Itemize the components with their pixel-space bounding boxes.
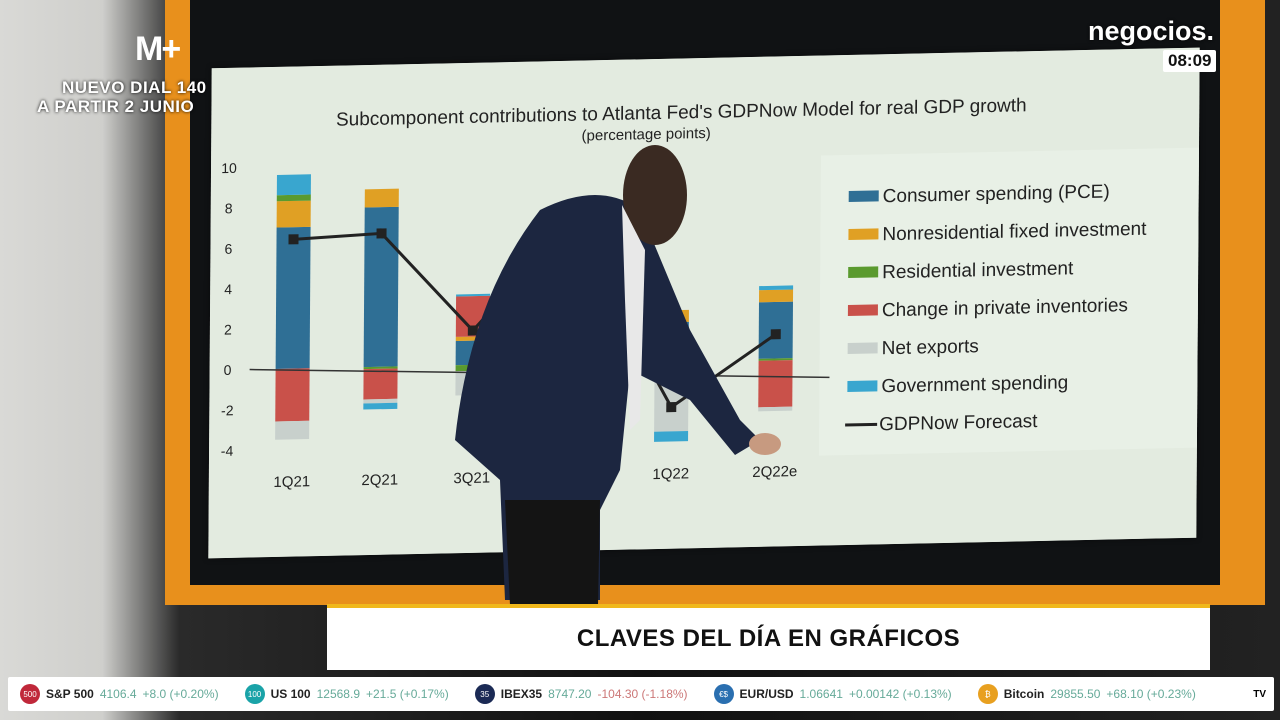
- legend-swatch: [847, 342, 878, 354]
- bar-segment: [363, 402, 398, 410]
- ticker-change: -104.30 (-1.18%): [597, 687, 688, 701]
- bar-segment: [363, 368, 398, 400]
- bar-segment: [275, 226, 311, 369]
- bar-segment: [363, 206, 399, 368]
- gdpnow-point: [288, 234, 299, 245]
- ticker-name: EUR/USD: [739, 687, 794, 701]
- legend-label: Change in private inventories: [882, 295, 1128, 321]
- ticker-item: €$ EUR/USD 1.06641 +0.00142 (+0.13%): [713, 684, 952, 704]
- y-tick-label: 10: [221, 160, 237, 176]
- presenter-legs: [505, 500, 600, 605]
- bar-segment: [654, 431, 689, 442]
- gdpnow-point: [666, 402, 677, 413]
- ticker-change: +68.10 (+0.23%): [1106, 687, 1196, 701]
- promo-line-2: A PARTIR 2 JUNIO: [37, 97, 195, 116]
- ticker-name: S&P 500: [46, 687, 94, 701]
- ticker-value: 4106.4: [99, 687, 137, 701]
- ticker-change: +0.00142 (+0.13%): [848, 687, 952, 701]
- ticker-icon: 500: [20, 684, 40, 704]
- gdpnow-point: [467, 325, 478, 336]
- ticker-value: 1.06641: [799, 687, 843, 701]
- presenter-hand: [749, 433, 781, 455]
- y-tick-label: 2: [224, 321, 232, 337]
- legend-swatch: [847, 304, 878, 316]
- y-tick-label: 4: [224, 281, 232, 297]
- presenter-shirt: [622, 205, 645, 430]
- promo-line-1: NUEVO DIAL 140: [62, 78, 207, 97]
- y-tick-label: -2: [221, 402, 234, 418]
- ticker-value: 29855.50: [1050, 687, 1101, 701]
- ticker-item: 35 IBEX35 8747.20 -104.30 (-1.18%): [474, 684, 688, 704]
- ticker-icon: 35: [474, 684, 495, 704]
- legend-line-swatch: [845, 422, 878, 427]
- clock: 08:09: [1163, 50, 1217, 72]
- y-tick-label: 0: [224, 362, 232, 378]
- legend-swatch: [848, 266, 879, 278]
- presenter-body: [455, 195, 760, 600]
- legend-panel: [818, 147, 1200, 456]
- brand-logo: negocios.: [1088, 16, 1215, 46]
- lower-third-title: CLAVES DEL DÍA EN GRÁFICOS: [327, 604, 1210, 670]
- bar-segment: [275, 368, 310, 422]
- legend-swatch: [848, 228, 879, 240]
- bar-segment: [758, 289, 794, 303]
- ticker-icon: €$: [713, 684, 734, 704]
- gdpnow-point: [376, 228, 387, 239]
- x-tick-label: 1Q21: [273, 473, 310, 491]
- x-tick-label: 2Q22e: [752, 463, 797, 481]
- legend-label: GDPNow Forecast: [879, 411, 1038, 435]
- ticker-icon: ₿: [977, 684, 998, 704]
- bar-segment: [758, 406, 793, 412]
- bar-segment: [363, 366, 398, 370]
- bar-segment: [456, 293, 491, 297]
- ticker-item: 100 US 100 12568.9 +21.5 (+0.17%): [244, 684, 449, 704]
- bar-segment: [758, 360, 793, 408]
- x-tick-label: 2Q21: [361, 471, 398, 489]
- ticker-icon: 100: [244, 684, 265, 704]
- chart-subtitle: (percentage points): [582, 125, 711, 145]
- legend-swatch: [847, 380, 878, 392]
- gdpnow-point: [770, 329, 781, 340]
- ticker-end-logo: TV: [1253, 688, 1266, 700]
- legend-label: Government spending: [881, 372, 1068, 397]
- ticker-name: IBEX35: [500, 687, 543, 701]
- ticker-name: Bitcoin: [1003, 687, 1045, 701]
- legend-swatch: [848, 190, 879, 202]
- ticker-change: +8.0 (+0.20%): [142, 687, 219, 701]
- legend-label: Net exports: [882, 336, 979, 359]
- y-tick-label: 6: [225, 241, 233, 257]
- market-ticker: 500 S&P 500 4106.4 +8.0 (+0.20%) 100 US 100 12…: [8, 677, 1274, 711]
- ticker-value: 8747.20: [548, 687, 592, 701]
- bar-segment: [364, 188, 399, 208]
- bar-segment: [276, 194, 311, 202]
- y-tick-label: 8: [225, 200, 233, 216]
- legend-label: Consumer spending (PCE): [883, 181, 1110, 207]
- x-tick-label: 3Q21: [453, 469, 490, 487]
- bar-segment: [759, 285, 794, 291]
- legend-label: Residential investment: [882, 258, 1074, 283]
- ticker-item: ₿ Bitcoin 29855.50 +68.10 (+0.23%): [977, 684, 1196, 704]
- y-tick-label: -4: [221, 443, 234, 459]
- presenter-head: [623, 145, 687, 245]
- bar-segment: [276, 200, 311, 228]
- bar-segment: [276, 174, 311, 196]
- ticker-item: 500 S&P 500 4106.4 +8.0 (+0.20%): [20, 684, 219, 704]
- channel-logo: M+: [135, 30, 181, 68]
- ticker-value: 12568.9: [316, 687, 360, 701]
- bar-segment: [758, 358, 793, 361]
- ticker-change: +21.5 (+0.17%): [366, 687, 449, 701]
- ticker-name: US 100: [270, 687, 311, 701]
- bar-segment: [275, 420, 310, 440]
- bar-segment: [363, 398, 398, 404]
- x-tick-label: 1Q22: [652, 465, 689, 483]
